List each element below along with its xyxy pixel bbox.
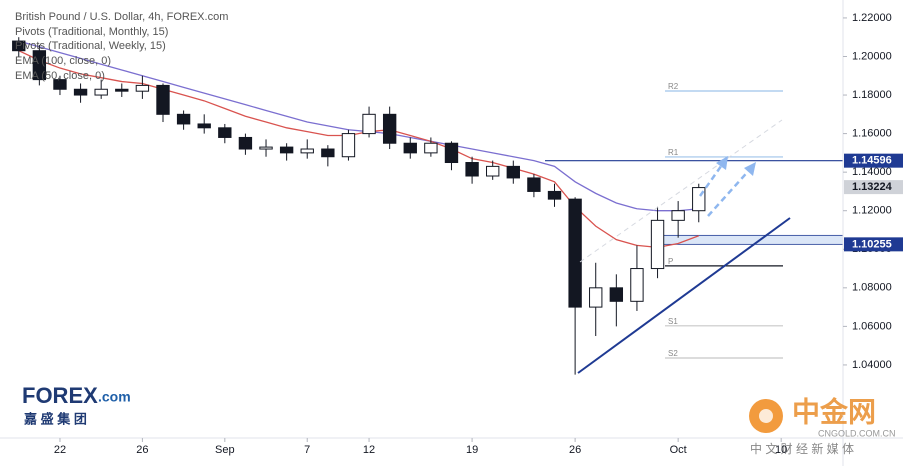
- candle-body: [115, 88, 129, 92]
- pivot-label: R2: [668, 82, 679, 91]
- y-tick-label: 1.22000: [852, 12, 892, 24]
- candle-body: [321, 148, 335, 158]
- candle-body: [382, 113, 397, 144]
- candle-body: [424, 142, 438, 154]
- candle-body: [12, 40, 26, 52]
- y-tick-label: 1.16000: [852, 128, 892, 140]
- candle-body: [362, 113, 376, 135]
- candle-body: [32, 50, 47, 81]
- x-tick-label: 10: [775, 444, 787, 456]
- candle-body: [279, 146, 294, 154]
- candle-body: [73, 88, 88, 96]
- legend-item: EMA (100, close, 0): [15, 55, 111, 67]
- x-tick-label: 26: [569, 444, 581, 456]
- logo-chinese: 嘉 盛 集 团: [23, 411, 87, 426]
- price-label-box: [844, 180, 903, 195]
- x-tick-label: 12: [363, 444, 375, 456]
- candle-body: [671, 210, 685, 221]
- x-tick-label: Oct: [670, 444, 687, 456]
- price-label: 1.10255: [852, 238, 892, 250]
- candle-body: [547, 190, 562, 200]
- candle-body: [609, 287, 624, 302]
- legend-item: Pivots (Traditional, Monthly, 15): [15, 26, 168, 38]
- price-label-box: [844, 237, 903, 252]
- legend-item: EMA (50, close, 0): [15, 70, 105, 82]
- watermark-site: CNGOLD.COM.CN: [818, 428, 896, 438]
- price-label-box: [844, 153, 903, 168]
- chart-title: British Pound / U.S. Dollar, 4h, FOREX.c…: [15, 11, 228, 23]
- logo-brand: FOREX: [22, 383, 98, 408]
- candle-body: [568, 198, 582, 308]
- candle-body: [197, 123, 211, 129]
- logo-suffix: .com: [98, 389, 131, 405]
- candle-body: [341, 133, 356, 158]
- pivot-label: R1: [668, 148, 679, 157]
- price-label: 1.13224: [852, 181, 893, 193]
- candle-body: [300, 148, 314, 154]
- y-tick-label: 1.12000: [852, 205, 892, 217]
- y-tick-label: 1.20000: [852, 50, 892, 62]
- x-tick-label: Sep: [215, 444, 235, 456]
- arrow-head: [744, 162, 756, 176]
- candle-body: [486, 165, 500, 177]
- legend-item: Pivots (Traditional, Weekly, 15): [15, 40, 166, 52]
- trend-line: [577, 217, 791, 374]
- candle-body: [135, 84, 150, 92]
- candle-body: [444, 142, 459, 164]
- candle-body: [527, 177, 541, 192]
- candle-body: [589, 287, 603, 308]
- pivot-label: S2: [668, 349, 678, 358]
- watermark-tagline: 中 文 财 经 新 媒 体: [750, 441, 854, 456]
- x-tick-label: 22: [54, 444, 66, 456]
- y-tick-label: 1.14000: [852, 166, 892, 178]
- candle-body: [53, 79, 67, 90]
- y-tick-label: 1.06000: [852, 320, 892, 332]
- arrow-head: [716, 156, 728, 170]
- y-tick-label: 1.18000: [852, 89, 892, 101]
- x-tick-label: 7: [304, 444, 310, 456]
- candle-body: [94, 88, 108, 96]
- candle-body: [176, 113, 191, 125]
- arrow: [707, 166, 753, 217]
- candle-body: [259, 146, 273, 150]
- watermark-icon-inner: [759, 409, 773, 423]
- x-tick-label: 26: [136, 444, 148, 456]
- arrow: [698, 161, 726, 197]
- pivot-label: P: [668, 257, 673, 266]
- price-label: 1.14596: [852, 155, 892, 167]
- x-tick-label: 19: [466, 444, 478, 456]
- plot-area: [12, 37, 844, 375]
- candle-body: [238, 136, 253, 150]
- watermark-name: 中金网: [792, 395, 876, 427]
- candle-body: [650, 219, 665, 270]
- y-tick-label: 1.04000: [852, 359, 892, 371]
- candle-body: [630, 268, 644, 302]
- support-zone: [654, 234, 844, 245]
- candle-body: [156, 84, 170, 115]
- candle-body: [218, 127, 232, 138]
- candle-body: [506, 165, 520, 179]
- candle-body: [465, 162, 479, 177]
- y-tick-label: 1.08000: [852, 282, 892, 294]
- ema-line: [18, 50, 699, 248]
- candle-body: [403, 142, 417, 154]
- pivot-label: S1: [668, 317, 678, 326]
- ema-line: [18, 40, 699, 212]
